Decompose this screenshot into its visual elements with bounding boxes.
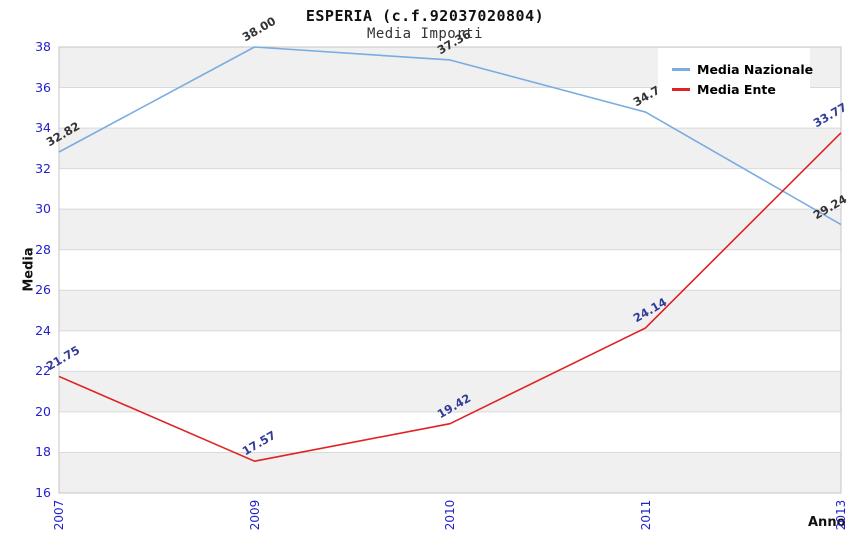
plot-band: [59, 452, 841, 493]
plot-band: [59, 128, 841, 169]
plot-band: [59, 290, 841, 331]
series-line-media-ente: [58, 132, 842, 462]
plot-band: [59, 168, 841, 210]
plot-band: [59, 249, 841, 291]
legend-item-media-ente[interactable]: Media Ente: [672, 82, 810, 97]
series-line-media-nazionale: [58, 46, 842, 226]
legend-item-media-nazionale[interactable]: Media Nazionale: [672, 62, 814, 77]
plot-band: [59, 209, 841, 250]
media-ente-line-swatch-icon: [672, 88, 690, 91]
legend: Media Nazionale Media Ente: [658, 48, 814, 105]
plot-border: [58, 46, 842, 494]
chart-subtitle: Media Importi: [366, 26, 484, 42]
media-nazionale-line-swatch-icon: [672, 68, 690, 71]
chart-title: ESPERIA (c.f.92037020804): [305, 7, 545, 25]
plot-band: [59, 330, 841, 372]
plot-band: [59, 411, 841, 453]
legend-label-media-nazionale: Media Nazionale: [697, 62, 814, 77]
plot-band: [59, 371, 841, 412]
legend-label-media-ente: Media Ente: [697, 82, 776, 97]
x-axis-title: Anno: [808, 515, 846, 530]
